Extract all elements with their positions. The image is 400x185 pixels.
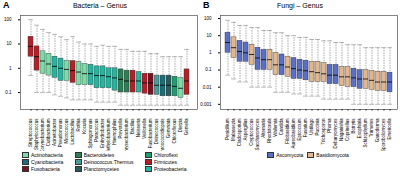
svg-text:Fusobacterium: Fusobacterium — [148, 118, 153, 148]
svg-text:0.01: 0.01 — [203, 85, 212, 90]
svg-text:Chloroflexus: Chloroflexus — [172, 118, 177, 144]
html-text:Ascomycota: Ascomycota — [276, 152, 304, 158]
svg-text:Gemella: Gemella — [184, 118, 189, 135]
svg-text:0.1: 0.1 — [5, 90, 12, 95]
html-text:Bacteria – Genus: Bacteria – Genus — [73, 2, 127, 9]
svg-text:Exophiala: Exophiala — [357, 118, 362, 138]
svg-text:Aspergillus: Aspergillus — [243, 118, 248, 141]
svg-text:Debaryomyces: Debaryomyces — [333, 118, 338, 149]
svg-text:100: 100 — [204, 16, 212, 21]
html-text:Chloroflexi: Chloroflexi — [154, 152, 178, 158]
svg-text:Puccinia: Puccinia — [315, 118, 320, 136]
svg-text:Sphingomonas: Sphingomonas — [88, 118, 93, 149]
svg-text:Pseudomonas: Pseudomonas — [58, 118, 63, 148]
svg-text:Ganoderma: Ganoderma — [375, 118, 380, 142]
svg-text:Emericella: Emericella — [387, 118, 392, 140]
svg-text:Rhodotorula: Rhodotorula — [267, 118, 272, 143]
svg-text:Enhydrobacter: Enhydrobacter — [100, 118, 105, 148]
svg-text:Kocuria: Kocuria — [82, 118, 87, 134]
html-text:Deinococcus.Thermus: Deinococcus.Thermus — [83, 159, 134, 165]
svg-text:Gemmata: Gemmata — [166, 118, 171, 138]
svg-text:Methylobacterium: Methylobacterium — [106, 118, 111, 151]
svg-text:Saccharomyces: Saccharomyces — [255, 118, 260, 151]
svg-text:Rothia: Rothia — [76, 118, 81, 132]
svg-text:Staphylococcus: Staphylococcus — [34, 118, 39, 150]
svg-text:Coprinellus: Coprinellus — [345, 118, 350, 141]
svg-text:Neisseria: Neisseria — [136, 118, 141, 137]
html-text:Planctomycetes: Planctomycetes — [83, 166, 119, 172]
svg-text:Chroococcidiopsis: Chroococcidiopsis — [160, 118, 165, 151]
svg-text:Veillonella: Veillonella — [142, 118, 147, 139]
svg-text:Filobasidium: Filobasidium — [285, 118, 290, 144]
svg-text:Sporobolomyces: Sporobolomyces — [381, 118, 386, 151]
svg-text:Schizophyllum: Schizophyllum — [363, 118, 368, 147]
svg-text:Streptococcus: Streptococcus — [28, 118, 33, 147]
html-text:Firmicutes: Firmicutes — [154, 159, 177, 165]
html-text:Bacteroidetes: Bacteroidetes — [83, 152, 115, 158]
svg-text:Cladosporium: Cladosporium — [237, 118, 242, 146]
svg-text:0.1: 0.1 — [205, 67, 212, 72]
svg-text:Trametes: Trametes — [369, 118, 374, 138]
svg-text:1: 1 — [9, 66, 12, 71]
html-text:Cyanobacteria: Cyanobacteria — [31, 159, 64, 165]
svg-text:Deinococcus: Deinococcus — [154, 118, 159, 145]
svg-text:Candida: Candida — [279, 118, 284, 135]
html-text:Actinobacteria: Actinobacteria — [31, 152, 63, 158]
svg-text:1: 1 — [209, 50, 212, 55]
svg-text:Naganishia: Naganishia — [339, 118, 344, 141]
svg-text:Epicoccum: Epicoccum — [297, 118, 302, 140]
svg-text:Bacillus: Bacillus — [130, 118, 135, 134]
svg-text:Trichosporon: Trichosporon — [321, 118, 326, 145]
svg-text:Phoma: Phoma — [327, 118, 332, 133]
html-text:Fungi – Genus: Fungi – Genus — [277, 2, 323, 9]
svg-text:Alternaria: Alternaria — [261, 118, 266, 138]
html-text:Basidiomycota: Basidiomycota — [316, 152, 349, 158]
svg-text:10: 10 — [206, 33, 212, 38]
svg-text:Prevotella: Prevotella — [118, 118, 123, 139]
svg-text:100: 100 — [4, 17, 12, 22]
svg-text:Corynebacterium: Corynebacterium — [40, 118, 45, 151]
svg-text:Aureobasidium: Aureobasidium — [291, 118, 296, 148]
svg-text:Cryptococcus: Cryptococcus — [249, 118, 254, 146]
svg-text:Cutibacterium: Cutibacterium — [46, 118, 51, 146]
html-text:B: B — [203, 0, 210, 10]
svg-text:Lactobacillus: Lactobacillus — [70, 118, 75, 145]
svg-text:Penicillium: Penicillium — [225, 118, 230, 140]
svg-text:Chryseobacterium: Chryseobacterium — [124, 118, 129, 151]
svg-text:Ustilago: Ustilago — [309, 118, 314, 135]
svg-text:Dietzia: Dietzia — [178, 118, 183, 132]
html-text:A: A — [3, 0, 10, 10]
svg-text:Botrytis: Botrytis — [351, 118, 356, 134]
svg-text:10: 10 — [6, 41, 12, 46]
svg-text:Wallemia: Wallemia — [273, 118, 278, 137]
svg-text:Haemophilus: Haemophilus — [112, 118, 117, 145]
svg-text:Fusarium: Fusarium — [303, 118, 308, 137]
svg-text:Micrococcus: Micrococcus — [64, 118, 69, 144]
svg-text:Acinetobacter: Acinetobacter — [52, 118, 57, 146]
html-text:Fusobacteria: Fusobacteria — [31, 166, 60, 172]
svg-text:0.001: 0.001 — [200, 102, 212, 107]
svg-text:Paracoccus: Paracoccus — [94, 118, 99, 142]
html-text:Proteobacteria: Proteobacteria — [154, 166, 187, 172]
svg-text:Malassezia: Malassezia — [231, 118, 236, 141]
